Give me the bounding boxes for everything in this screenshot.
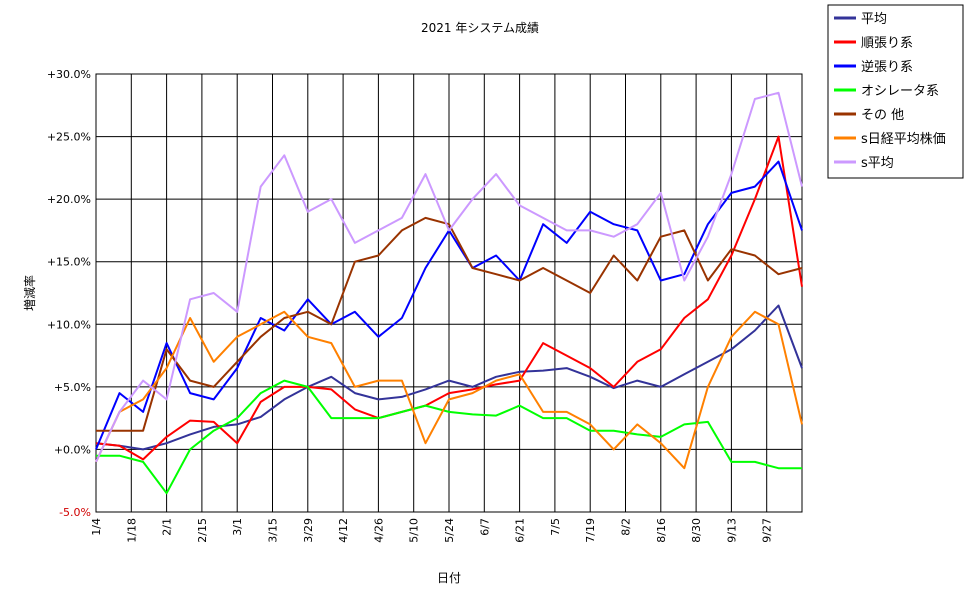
x-tick-label: 3/29 — [302, 518, 315, 543]
gridlines — [95, 73, 802, 513]
legend-entry: その 他 — [861, 108, 904, 123]
y-tick-label: +30.0% — [47, 68, 91, 81]
y-tick-label: +25.0% — [47, 131, 91, 144]
legend-entry: s日経平均株価 — [861, 132, 946, 147]
y-tick-labels: -5.0% +0.0% +5.0% +10.0% +15.0% +20.0% +25.0% +… — [47, 68, 91, 519]
legend-entry: オシレータ系 — [861, 84, 939, 99]
x-tick-label: 2/15 — [196, 518, 209, 543]
chart-title: 2021 年システム成績 — [421, 21, 539, 35]
x-tick-label: 6/21 — [514, 518, 527, 543]
y-tick-label: +5.0% — [54, 381, 91, 394]
series-lines — [95, 91, 803, 495]
x-tick-label: 1/4 — [90, 518, 103, 536]
legend-entry: 逆張り系 — [861, 59, 913, 75]
series-line — [95, 135, 803, 461]
series-line — [95, 310, 803, 470]
x-tick-label: 4/26 — [372, 518, 385, 543]
y-tick-label: +20.0% — [47, 193, 91, 206]
x-tick-label: 9/13 — [725, 518, 738, 543]
x-tick-label: 5/10 — [408, 518, 421, 543]
x-tick-label: 3/15 — [267, 518, 280, 543]
x-tick-label: 6/7 — [478, 518, 491, 536]
x-tick-labels: 1/4 1/18 2/1 2/15 3/1 3/15 3/29 4/12 4/26 5/10 5/2… — [90, 518, 774, 543]
x-tick-label: 9/27 — [761, 518, 774, 543]
y-tick-label: -5.0% — [59, 506, 91, 519]
x-tick-label: 7/19 — [584, 518, 597, 543]
x-tick-label: 8/2 — [620, 518, 633, 536]
x-tick-label: 8/16 — [655, 518, 668, 543]
y-tick-label: +10.0% — [47, 318, 91, 331]
legend-entry: s平均 — [861, 156, 894, 171]
y-tick-label: +0.0% — [54, 443, 91, 456]
series-line — [95, 304, 803, 451]
legend-entry: 平均 — [861, 12, 887, 27]
x-tick-label: 7/5 — [549, 518, 562, 536]
x-tick-label: 5/24 — [443, 518, 456, 543]
x-tick-label: 2/1 — [161, 518, 174, 536]
x-axis-label: 日付 — [437, 571, 461, 585]
series-line — [95, 91, 803, 463]
legend-entry: 順張り系 — [861, 36, 913, 51]
x-tick-label: 8/30 — [690, 518, 703, 543]
y-tick-label: +15.0% — [47, 256, 91, 269]
y-axis-label: 増減率 — [22, 275, 37, 311]
series-line — [96, 216, 803, 432]
x-tick-label: 1/18 — [125, 518, 138, 543]
x-tick-label: 3/1 — [231, 518, 244, 536]
x-tick-label: 4/12 — [337, 518, 350, 543]
series-line — [96, 379, 802, 495]
